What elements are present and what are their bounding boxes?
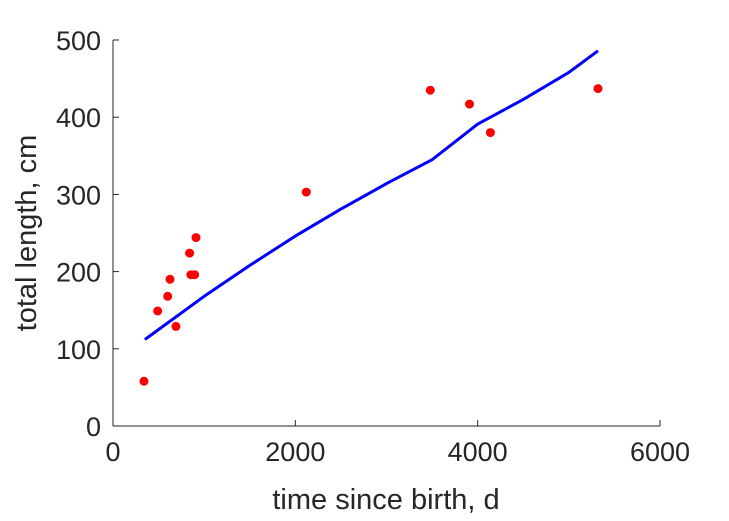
data-point	[191, 233, 201, 243]
data-point	[465, 99, 474, 109]
y-tick-label: 300	[56, 180, 101, 210]
data-point	[153, 306, 163, 316]
axes: 0 2000 4000 6000 0 100 200 300 400 500	[56, 26, 690, 467]
data-point	[165, 274, 175, 284]
y-axis-label: total length, cm	[11, 135, 43, 332]
data-point	[485, 128, 495, 138]
y-tick-label: 200	[56, 258, 101, 288]
data-point	[593, 84, 603, 94]
x-tick-label: 0	[105, 437, 120, 467]
data-point	[185, 248, 195, 258]
data-point	[171, 321, 181, 331]
x-tick-label: 6000	[630, 437, 690, 467]
data-point	[139, 376, 149, 386]
data-point	[190, 270, 200, 280]
fit-curve	[144, 49, 599, 341]
x-tick-label: 2000	[265, 437, 325, 467]
x-axis-label: time since birth, d	[272, 484, 499, 516]
y-tick-label: 100	[56, 335, 101, 365]
y-tick-label: 400	[56, 103, 101, 133]
y-tick-label: 500	[56, 26, 101, 56]
data-point	[301, 187, 311, 197]
y-tick-label: 0	[86, 412, 101, 442]
plot-area	[139, 49, 603, 386]
x-tick-label: 4000	[448, 437, 508, 467]
data-point	[425, 85, 435, 95]
data-point	[163, 291, 173, 301]
